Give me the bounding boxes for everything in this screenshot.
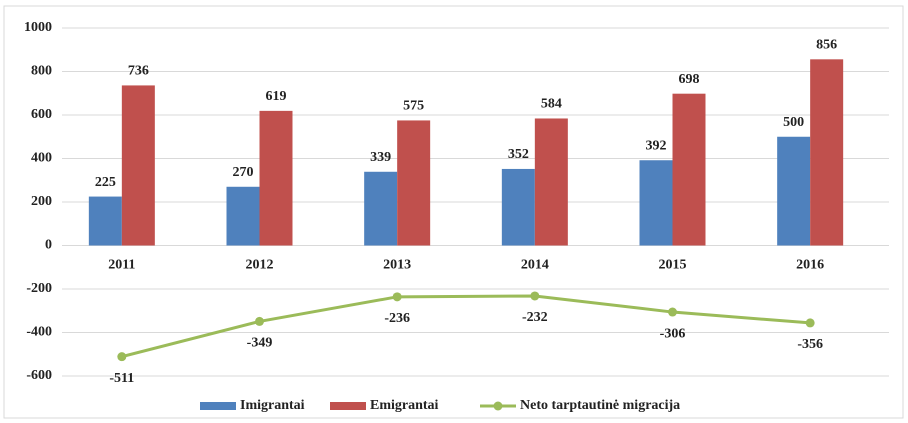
chart-frame <box>3 5 904 419</box>
data-label: 856 <box>816 38 837 53</box>
data-label: 575 <box>403 99 424 114</box>
y-tick-label: -400 <box>26 325 52 340</box>
y-tick-label: -200 <box>26 281 52 296</box>
bar <box>259 110 293 246</box>
bar <box>534 118 568 246</box>
line-marker <box>805 318 815 328</box>
bar <box>88 196 122 246</box>
x-tick-label: 2014 <box>521 258 549 273</box>
line <box>121 294 811 359</box>
data-label: 736 <box>128 64 149 79</box>
data-label: 225 <box>95 175 116 190</box>
bar <box>364 171 398 246</box>
bar <box>397 120 431 246</box>
data-label: 270 <box>233 165 254 180</box>
x-tick-label: 2011 <box>108 258 135 273</box>
bar <box>810 59 844 246</box>
legend-label: Neto tarptautinė migracija <box>520 398 680 413</box>
x-tick-label: 2013 <box>383 258 411 273</box>
bar <box>639 160 673 246</box>
bar <box>501 168 535 246</box>
bar <box>672 93 706 246</box>
line-marker <box>530 291 540 301</box>
data-label: 339 <box>370 150 391 165</box>
data-label: 500 <box>783 115 804 130</box>
data-label: 698 <box>679 72 700 87</box>
legend-label: Emigrantai <box>370 398 439 413</box>
data-label: 392 <box>646 138 667 153</box>
data-label: 584 <box>541 97 562 112</box>
bar <box>226 186 260 246</box>
line-marker <box>392 292 402 302</box>
y-tick-label: 800 <box>31 64 52 79</box>
y-tick-label: 0 <box>45 238 52 253</box>
data-label: -236 <box>384 311 410 326</box>
data-label: -511 <box>109 371 134 386</box>
x-tick-label: 2015 <box>659 258 687 273</box>
line-marker <box>255 316 264 326</box>
bar <box>121 85 155 246</box>
legend-swatch <box>493 401 503 411</box>
y-tick-label: 600 <box>31 107 52 122</box>
legend-swatch <box>200 402 236 410</box>
data-label: 352 <box>508 147 529 162</box>
data-label: 619 <box>266 89 287 104</box>
data-label: -232 <box>522 310 548 325</box>
y-tick-label: -600 <box>26 368 52 383</box>
x-tick-label: 2012 <box>246 258 274 273</box>
line-marker <box>117 352 127 362</box>
y-tick-label: 1000 <box>24 20 52 35</box>
y-tick-label: 400 <box>31 151 52 166</box>
data-label: -306 <box>660 326 686 341</box>
x-tick-label: 2016 <box>796 258 824 273</box>
line-marker <box>668 307 677 317</box>
data-label: -349 <box>247 336 273 351</box>
legend-label: Imigrantai <box>240 398 305 413</box>
legend-swatch <box>330 402 366 410</box>
y-tick-label: 200 <box>31 194 52 209</box>
bar <box>777 136 811 246</box>
data-label: -356 <box>797 337 823 352</box>
